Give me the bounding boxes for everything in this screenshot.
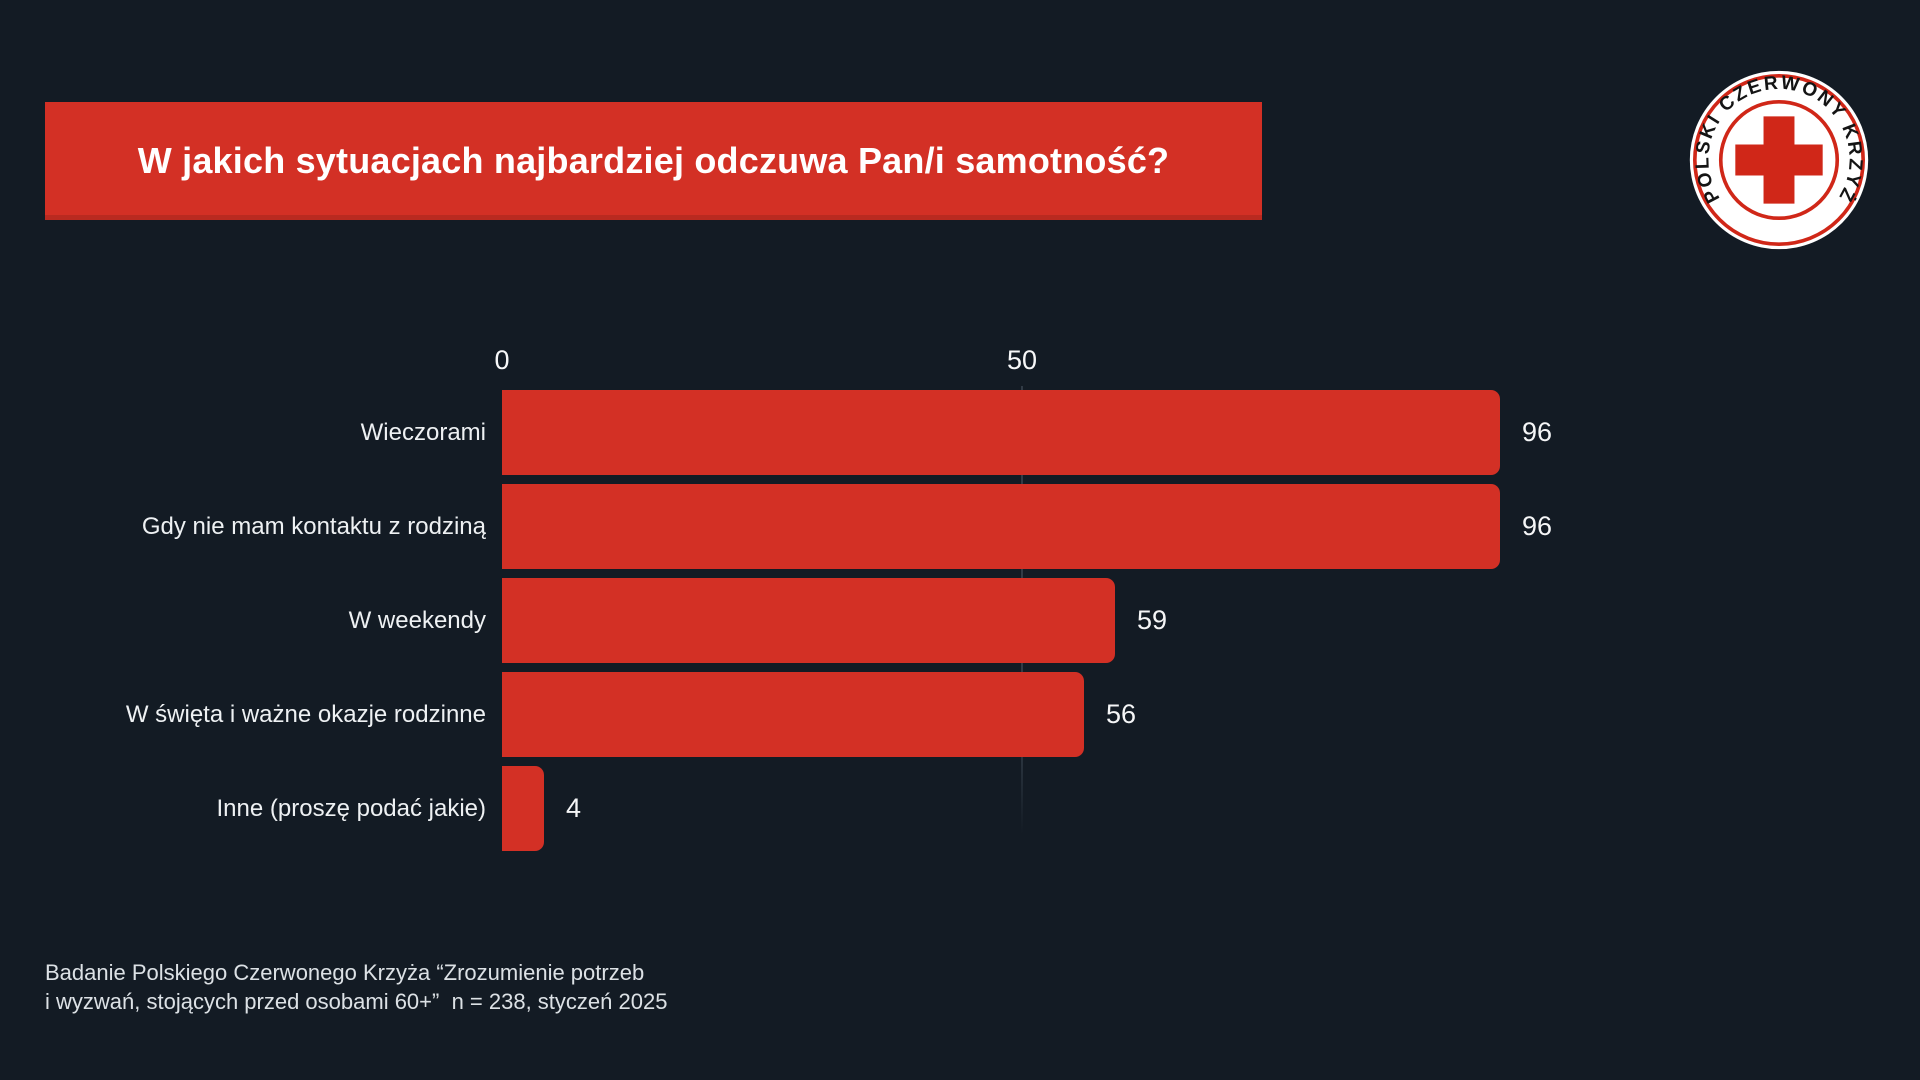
bar-row-kontakt-z-rodzina: Gdy nie mam kontaktu z rodziną 96: [45, 484, 1900, 569]
title-banner: W jakich sytuacjach najbardziej odczuwa …: [45, 102, 1262, 220]
value-label: 4: [566, 793, 582, 823]
bar-track: 96: [502, 484, 1900, 569]
category-label: Inne (proszę podać jakie): [216, 794, 486, 822]
value-label: 96: [1522, 417, 1553, 447]
source-note: Badanie Polskiego Czerwonego Krzyża “Zro…: [45, 958, 667, 1016]
red-cross-icon: [1735, 116, 1823, 204]
bar: [502, 672, 1084, 757]
polish-red-cross-logo: POLSKI CZERWONY KRZYŻ: [1688, 69, 1870, 251]
bar-row-swieta: W święta i ważne okazje rodzinne 56: [45, 672, 1900, 757]
value-label: 96: [1522, 511, 1553, 541]
bar-track: 59: [502, 578, 1900, 663]
bar: [502, 766, 544, 851]
value-label: 59: [1137, 605, 1168, 635]
logo-outer-ring: [1693, 74, 1865, 246]
chart-title: W jakich sytuacjach najbardziej odczuwa …: [137, 140, 1170, 181]
category-label: W weekendy: [348, 606, 486, 634]
x-tick-50: 50: [1006, 345, 1038, 375]
red-cross-logo-svg: POLSKI CZERWONY KRZYŻ: [1689, 70, 1869, 250]
bar-row-inne: Inne (proszę podać jakie) 4: [45, 766, 1900, 851]
category-label: Wieczorami: [360, 418, 486, 446]
category-label: W święta i ważne okazje rodzinne: [125, 700, 486, 728]
bar-chart: Wieczorami 96 Gdy nie mam kontaktu z rod…: [45, 390, 1900, 851]
bar-track: 4: [502, 766, 1900, 851]
bar-track: 56: [502, 672, 1900, 757]
logo-inner-ring: [1718, 99, 1840, 221]
bar-row-weekendy: W weekendy 59: [45, 578, 1900, 663]
value-label: 56: [1106, 699, 1137, 729]
bar-track: 96: [502, 390, 1900, 475]
x-tick-0: 0: [494, 345, 510, 375]
bar: [502, 390, 1500, 475]
bar: [502, 578, 1115, 663]
category-label: Gdy nie mam kontaktu z rodziną: [141, 512, 486, 540]
bar-row-wieczorami: Wieczorami 96: [45, 390, 1900, 475]
source-note-line-1: Badanie Polskiego Czerwonego Krzyża “Zro…: [45, 960, 645, 985]
source-note-line-2: i wyzwań, stojących przed osobami 60+” n…: [45, 989, 668, 1014]
bar: [502, 484, 1500, 569]
